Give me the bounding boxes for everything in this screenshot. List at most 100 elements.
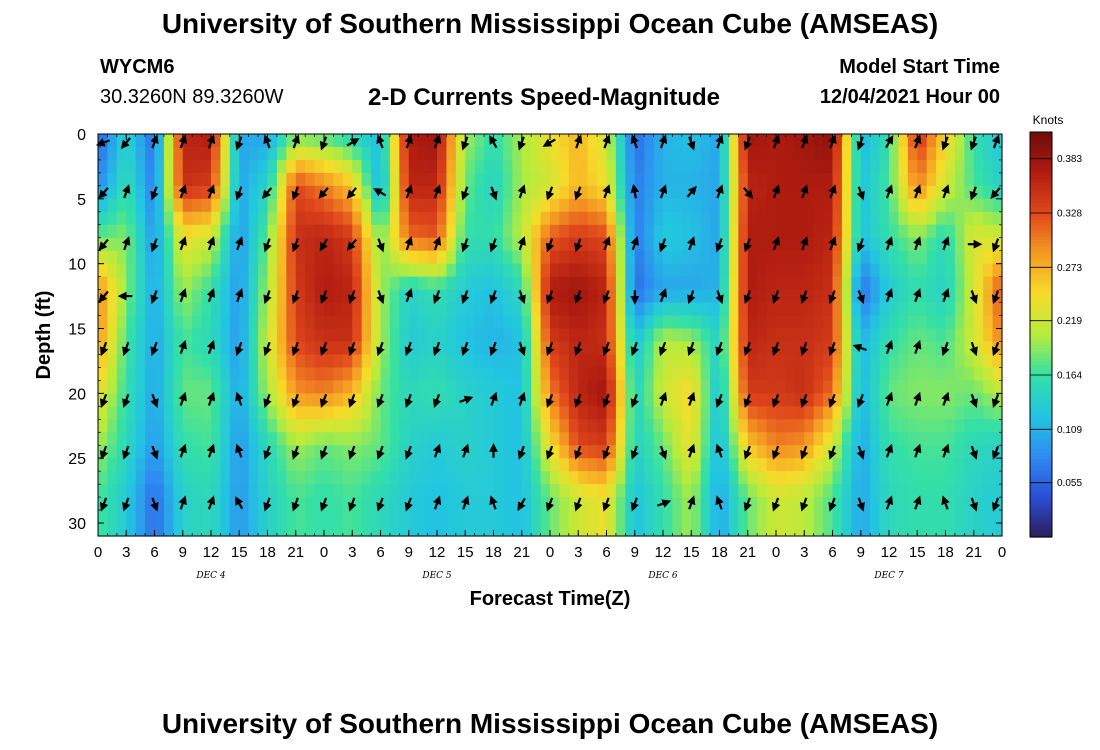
heatmap-cell (220, 497, 231, 511)
heatmap-cell (314, 146, 325, 161)
heatmap-cell (493, 315, 504, 330)
heatmap-cell (860, 367, 871, 381)
current-arrow (913, 184, 922, 199)
heatmap-cell (163, 471, 174, 485)
x-tick-label: 0 (546, 544, 554, 561)
heatmap-cell (634, 458, 645, 472)
heatmap-cell (192, 211, 203, 226)
heatmap-cell (154, 328, 165, 343)
heatmap-cell (710, 315, 721, 330)
heatmap-cell (954, 146, 965, 161)
heatmap-cell (936, 276, 947, 291)
heatmap-cell (239, 341, 250, 356)
heatmap-cell (455, 328, 466, 343)
heatmap-cell (785, 393, 796, 407)
heatmap-cell (615, 380, 626, 394)
heatmap-cell (926, 315, 937, 330)
colorbar-segment (1030, 516, 1052, 521)
colorbar-segment (1030, 290, 1052, 295)
current-arrow (856, 393, 865, 408)
heatmap-cell (371, 367, 382, 381)
heatmap-cell (135, 367, 146, 381)
heatmap-cell (126, 263, 137, 278)
heatmap-cell (700, 432, 711, 446)
heatmap-cell (681, 367, 692, 381)
heatmap-cell (361, 406, 372, 420)
heatmap-cell (625, 380, 636, 394)
heatmap-cell (211, 432, 222, 446)
heatmap-cell (145, 341, 156, 356)
heatmap-cell (954, 159, 965, 174)
heatmap-cell (239, 134, 250, 148)
heatmap-cell (738, 341, 749, 356)
heatmap-cell (455, 367, 466, 381)
heatmap-cell (550, 367, 561, 381)
heatmap-cell (352, 406, 363, 420)
heatmap-cell (889, 354, 900, 369)
heatmap-cell (521, 315, 532, 330)
heatmap-cell (333, 263, 344, 278)
heatmap-cell (794, 510, 805, 524)
heatmap-cell (578, 393, 589, 407)
heatmap-cell (550, 276, 561, 291)
heatmap-cell (324, 134, 335, 148)
heatmap-cell (615, 445, 626, 459)
heatmap-cell (389, 250, 400, 265)
heatmap-cell (973, 302, 984, 317)
heatmap-cell (634, 237, 645, 252)
heatmap-cell (917, 134, 928, 148)
current-arrow (990, 187, 1001, 200)
heatmap-cell (163, 289, 174, 304)
heatmap-cell (794, 328, 805, 343)
heatmap-cell (286, 185, 297, 200)
heatmap-cell (258, 224, 269, 239)
heatmap-cell (587, 289, 598, 304)
heatmap-cell (879, 393, 890, 407)
heatmap-cell (794, 497, 805, 511)
heatmap-cell (860, 393, 871, 407)
heatmap-cell (258, 393, 269, 407)
heatmap-cell (455, 315, 466, 330)
heatmap-cell (135, 289, 146, 304)
heatmap-cell (192, 263, 203, 278)
heatmap-cell (135, 224, 146, 239)
heatmap-cell (550, 393, 561, 407)
heatmap-cell (889, 471, 900, 485)
heatmap-cell (107, 471, 118, 485)
heatmap-cell (455, 471, 466, 485)
heatmap-cell (634, 484, 645, 498)
x-tick-label: 3 (574, 544, 582, 561)
heatmap-cell (531, 146, 542, 161)
heatmap-cell (907, 471, 918, 485)
current-arrow (517, 391, 526, 406)
heatmap-cell (926, 328, 937, 343)
colorbar-segment (1030, 415, 1052, 420)
heatmap-cell (860, 523, 871, 537)
heatmap-cell (615, 172, 626, 187)
heatmap-cell (851, 198, 862, 213)
colorbar-segment (1030, 344, 1052, 349)
heatmap-cell (399, 263, 410, 278)
colorbar-segment (1030, 223, 1052, 228)
heatmap-cell (738, 497, 749, 511)
heatmap-cell (107, 276, 118, 291)
heatmap-cell (804, 510, 815, 524)
heatmap-cell (126, 484, 137, 498)
heatmap-cell (860, 159, 871, 174)
heatmap-cell (663, 263, 674, 278)
heatmap-cell (926, 341, 937, 356)
heatmap-cell (192, 237, 203, 252)
heatmap-cell (597, 289, 608, 304)
current-arrow (913, 391, 922, 406)
heatmap-cell (719, 159, 730, 174)
heatmap-cell (804, 354, 815, 369)
heatmap-cell (286, 497, 297, 511)
heatmap-cell (983, 484, 994, 498)
heatmap-cell (163, 134, 174, 148)
current-arrow (432, 495, 442, 510)
heatmap-cell (691, 523, 702, 537)
heatmap-cell (248, 146, 259, 161)
heatmap-cell (484, 458, 495, 472)
heatmap-cell (333, 211, 344, 226)
heatmap-cell (248, 263, 259, 278)
